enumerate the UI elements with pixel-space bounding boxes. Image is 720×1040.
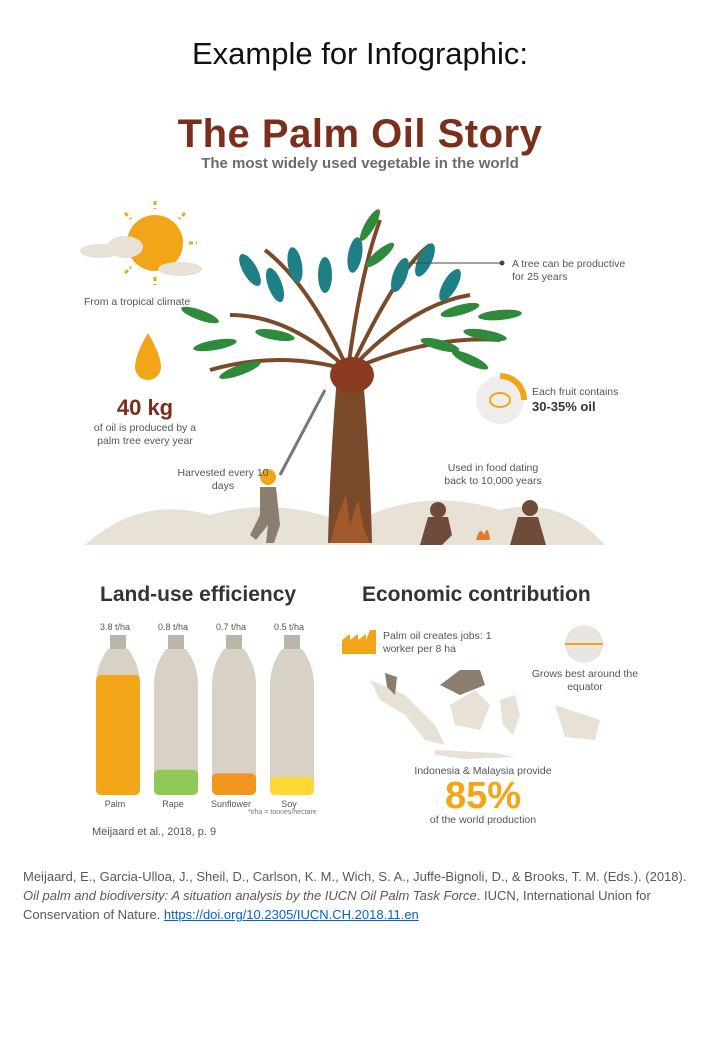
slide-title: Example for Infographic: [191,36,528,71]
ground-hills [85,500,605,545]
bottle-icon [96,635,140,795]
fruit-icon [476,373,527,424]
citation-publisher: . IUCN, International Union for Conserva… [23,888,651,922]
oil-amount: 40 kg [116,395,174,420]
bottle-label: Rape [162,799,184,809]
infographic-title: The Palm Oil Story [177,112,543,156]
food-history-note: Used in food dating back to 10,000 years [444,462,542,487]
bottle-yield: 0.7 t/ha [215,622,247,632]
indonesia-malaysia-map [370,670,600,759]
bottle-icon [212,635,256,795]
globe-icon [565,625,603,663]
harvester-icon [250,389,327,543]
palm-tree-illustration [80,201,605,545]
bottle-yield: 3.8 t/ha [99,622,131,632]
fruit-bunch-icon [330,357,374,393]
palm-leaves [181,209,522,379]
climate-label: From a tropical climate [84,296,191,308]
citation-title: Oil palm and biodiversity: A situation a… [23,888,477,903]
fruit-note: Each fruit contains [532,386,619,398]
bottle-fill [96,675,140,795]
source-note: Meijaard et al., 2018, p. 9 [92,826,217,838]
bottle-fill [212,773,256,795]
bottle-label: Palm [104,799,126,809]
oil-drop-icon [135,333,161,380]
bottle-yield: 0.8 t/ha [157,622,189,632]
doi-link[interactable]: https://doi.org/10.2305/IUCN.CH.2018.11.… [163,907,419,922]
bottle-chart: 3.8 t/ha Palm 0.8 t/ha Rape 0.7 t/ha Sun… [90,622,320,817]
people-eating-icon [420,500,546,545]
bottle-yield: 0.5 t/ha [273,622,305,632]
cloud-icon [80,236,202,276]
harvest-note: Harvested every 10 days [177,467,269,492]
citation-authors: Meijaard, E., Garcia-Ulloa, J., Sheil, D… [23,869,687,884]
factory-icon [342,630,376,654]
production-share: 85% [444,775,522,817]
bottle-icon [270,635,314,795]
unit-note: *t/ha = tonnes/hectare [248,809,317,816]
bottle-label: Sunflower [210,799,252,809]
bottle-label: Soy [281,799,297,809]
jobs-note: Palm oil creates jobs: 1 worker per 8 ha [383,630,492,655]
land-use-heading: Land-use efficiency [100,583,297,606]
provide-note: Indonesia & Malaysia provide [414,765,552,777]
production-note: of the world production [429,814,537,826]
palm-trunk [328,365,372,543]
bottle-fill [270,777,314,795]
tree-productive-note: A tree can be productive for 25 years [512,258,626,283]
bottle-fill [154,769,198,795]
infographic-subtitle: The most widely used vegetable in the wo… [201,155,519,172]
fire-icon [476,530,490,540]
bottle-icon [154,635,198,795]
oil-note: of oil is produced by a palm tree every … [93,422,197,447]
citation: Meijaard, E., Garcia-Ulloa, J., Sheil, D… [23,867,698,924]
equator-note: Grows best around the equator [531,668,639,693]
fruit-percentage: 30-35% oil [532,399,596,414]
economic-heading: Economic contribution [362,583,591,606]
